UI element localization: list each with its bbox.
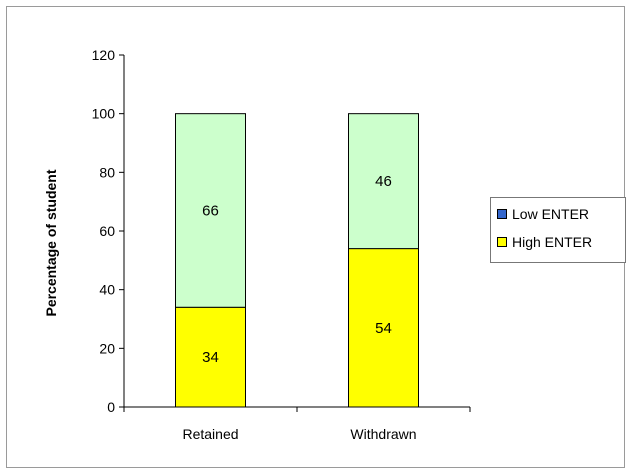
bar-withdrawn-low-enter	[348, 113, 419, 250]
data-label-retained-high-enter: 34	[202, 349, 219, 366]
y-tick-label-20: 20	[99, 340, 115, 356]
x-category-label-withdrawn: Withdrawn	[350, 426, 416, 442]
legend-item-low-enter: Low ENTER	[497, 206, 589, 222]
y-tick-label-40: 40	[99, 282, 115, 298]
legend: Low ENTER High ENTER	[490, 197, 626, 263]
x-category-label-retained: Retained	[182, 426, 238, 442]
legend-label-high-enter: High ENTER	[512, 234, 593, 250]
legend-label-low-enter: Low ENTER	[512, 206, 590, 222]
y-axis-label: Percentage of student	[43, 169, 59, 316]
bar-retained-high-enter	[175, 306, 246, 408]
bar-retained-low-enter	[175, 113, 246, 308]
y-tick-label-120: 120	[92, 47, 116, 63]
bar-withdrawn-high-enter	[348, 248, 419, 408]
y-tick-label-60: 60	[99, 223, 115, 239]
y-tick-label-0: 0	[107, 399, 115, 415]
data-label-retained-low-enter: 66	[202, 202, 219, 219]
y-tick-label-100: 100	[92, 106, 116, 122]
y-tick-label-80: 80	[99, 164, 115, 180]
data-label-withdrawn-high-enter: 54	[375, 320, 392, 337]
legend-swatch-high-enter	[497, 237, 507, 247]
legend-swatch-low-enter	[497, 209, 507, 219]
legend-item-high-enter: High ENTER	[497, 234, 592, 250]
data-label-withdrawn-low-enter: 46	[375, 173, 392, 190]
